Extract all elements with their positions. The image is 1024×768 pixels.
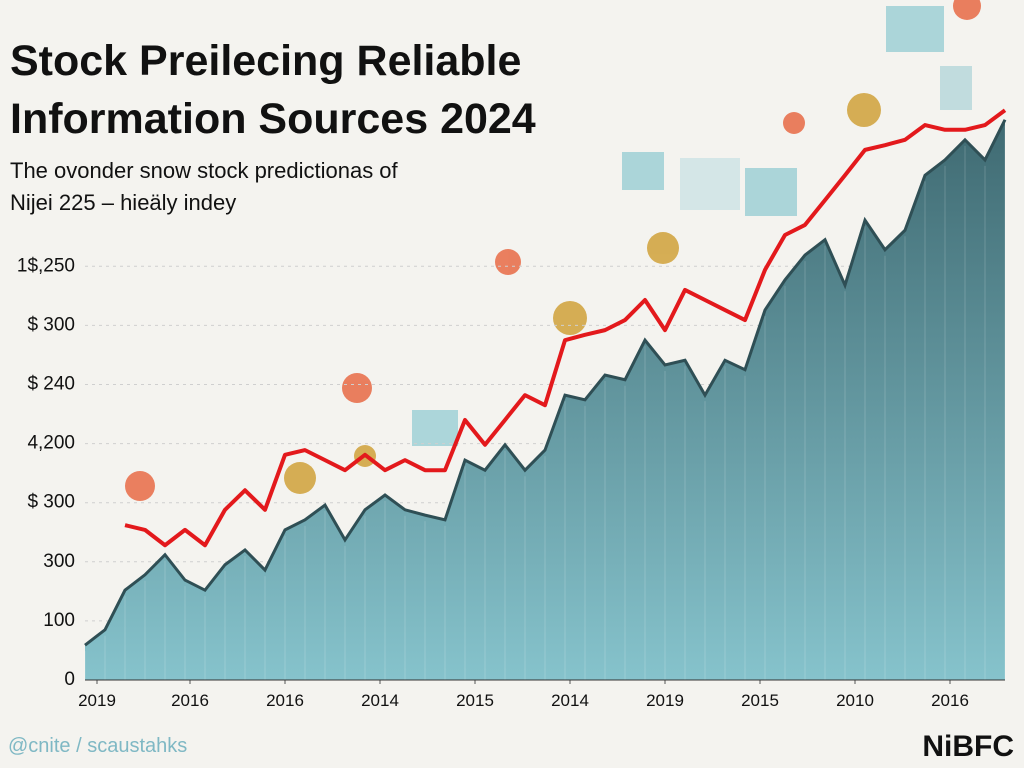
subtitle-line: The ovonder snow stock predictionas of <box>10 158 399 183</box>
x-tick-label: 2015 <box>456 691 494 710</box>
title-line: Stock Preilecing Reliable <box>10 37 521 85</box>
logo: NiBFC <box>922 730 1014 763</box>
x-tick-label: 2016 <box>266 691 304 710</box>
x-tick-label: 2014 <box>551 691 589 710</box>
y-tick-label: 300 <box>43 551 75 572</box>
y-tick-label: $ 240 <box>27 374 75 395</box>
x-tick-label: 2015 <box>741 691 779 710</box>
y-tick-label: $ 300 <box>27 314 75 335</box>
y-tick-label: 0 <box>64 669 75 690</box>
x-tick-label: 2016 <box>171 691 209 710</box>
x-tick-label: 2014 <box>361 691 399 710</box>
title-line: Information Sources 2024 <box>10 95 536 143</box>
area <box>85 119 1005 681</box>
line <box>124 108 1007 548</box>
x-tick-label: 2016 <box>931 691 969 710</box>
area-edge <box>84 119 1007 647</box>
subtitle-line: Nijei 225 – hieäly indey <box>10 190 236 215</box>
x-tick-label: 2019 <box>78 691 116 710</box>
y-tick-label: 4,200 <box>27 433 75 454</box>
y-tick-label: $ 300 <box>27 492 75 513</box>
y-tick-label: 1$,250 <box>17 255 75 276</box>
y-tick-label: 100 <box>43 610 75 631</box>
x-tick-label: 2010 <box>836 691 874 710</box>
x-tick-label: 2019 <box>646 691 684 710</box>
footer: @cnite / scaustahks <box>8 735 187 757</box>
